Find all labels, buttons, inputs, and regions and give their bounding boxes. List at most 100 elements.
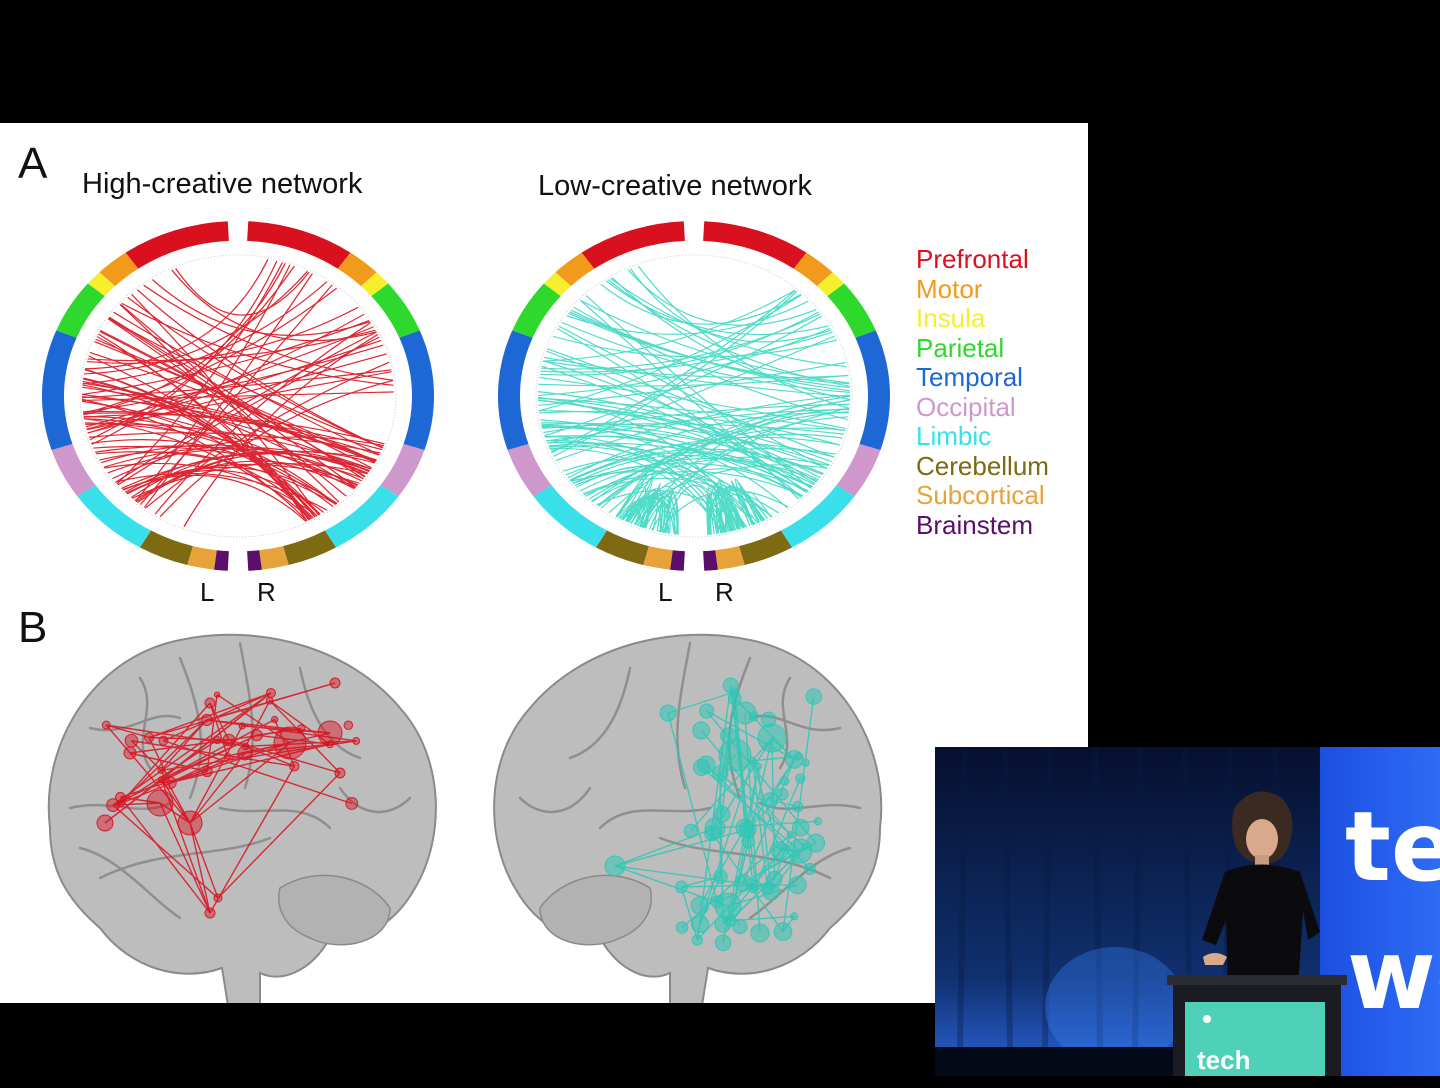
brain-node bbox=[201, 765, 213, 778]
ring-segment bbox=[51, 444, 96, 497]
chord-line bbox=[637, 265, 850, 410]
brain-node bbox=[803, 862, 816, 875]
brain-surface bbox=[493, 633, 883, 1003]
chord-line bbox=[582, 471, 804, 497]
brain-node bbox=[741, 835, 755, 849]
ring-segment bbox=[836, 444, 881, 497]
connection-chords bbox=[81, 259, 394, 527]
sulcus bbox=[778, 676, 792, 770]
ring-segment bbox=[77, 485, 151, 548]
region-ring bbox=[498, 221, 890, 571]
brain-node bbox=[785, 750, 804, 769]
brain-node bbox=[754, 762, 762, 770]
chord-line bbox=[543, 356, 851, 398]
sulcus bbox=[78, 846, 182, 920]
chord-line bbox=[82, 391, 394, 402]
brain-node bbox=[265, 696, 274, 705]
brain-edge bbox=[269, 700, 331, 745]
chord-line bbox=[82, 380, 356, 489]
brain-node bbox=[124, 733, 139, 748]
brain-node bbox=[158, 735, 169, 746]
chord-line bbox=[597, 395, 851, 507]
brain-node bbox=[806, 833, 826, 853]
brain-node bbox=[714, 934, 732, 952]
brain-node bbox=[779, 776, 790, 786]
chord-line bbox=[542, 289, 796, 362]
brain-node bbox=[146, 789, 174, 817]
region-legend: Prefrontal Motor Insula Parietal Tempora… bbox=[916, 244, 1049, 540]
brain-node bbox=[106, 798, 120, 812]
brain-node bbox=[237, 745, 253, 761]
chord-line bbox=[596, 490, 745, 529]
brain-edge bbox=[120, 752, 246, 805]
brain-node bbox=[748, 756, 757, 765]
brain-edge bbox=[120, 719, 208, 804]
chord-line bbox=[119, 304, 308, 522]
ring-segment bbox=[596, 530, 649, 566]
ring-segment bbox=[325, 485, 399, 548]
legend-parietal: Parietal bbox=[916, 332, 1005, 363]
legend-brainstem: Brainstem bbox=[916, 509, 1034, 540]
brain-edge bbox=[163, 692, 272, 742]
brain-node bbox=[761, 882, 774, 895]
brain-node bbox=[766, 870, 783, 887]
chord-line bbox=[93, 445, 357, 488]
brain-edge bbox=[159, 802, 191, 824]
sulcus bbox=[338, 786, 412, 814]
brain-node bbox=[773, 922, 793, 941]
brain-outline bbox=[493, 633, 883, 1003]
ring-segment bbox=[555, 252, 595, 287]
brain-node bbox=[675, 880, 688, 894]
brain-nodes bbox=[604, 677, 826, 952]
sulcus bbox=[568, 666, 632, 760]
chord-line bbox=[82, 410, 380, 456]
cerebellum-shape bbox=[278, 874, 391, 946]
chord-line bbox=[579, 457, 818, 492]
chord-line bbox=[611, 277, 851, 401]
ring-segment bbox=[739, 530, 792, 566]
brain-node bbox=[692, 758, 711, 776]
ring-segment bbox=[214, 550, 229, 571]
chord-line bbox=[175, 268, 310, 316]
brain-node bbox=[712, 869, 728, 884]
ring-segment bbox=[361, 272, 389, 297]
chord-line bbox=[108, 317, 384, 448]
brain-node bbox=[271, 715, 279, 724]
sulcus bbox=[518, 786, 592, 814]
brain-edge bbox=[106, 724, 150, 739]
sulcus bbox=[748, 714, 842, 732]
brain-node bbox=[604, 855, 626, 877]
brain-edge bbox=[614, 865, 756, 886]
brain-edge bbox=[189, 822, 219, 899]
chord-line bbox=[115, 472, 328, 511]
sulcus bbox=[88, 714, 182, 732]
brain-edge bbox=[160, 719, 208, 771]
low-creative-brain bbox=[493, 633, 883, 1003]
chord-line bbox=[85, 423, 372, 470]
brain-node bbox=[143, 732, 155, 743]
brain-node bbox=[722, 677, 739, 694]
speaker-video-inset: tech te we bbox=[935, 747, 1440, 1076]
legend-cerebellum: Cerebellum bbox=[916, 450, 1049, 481]
chord-line bbox=[598, 411, 850, 507]
brain-edge bbox=[706, 710, 795, 761]
brain-edge bbox=[752, 760, 768, 889]
brain-edge bbox=[161, 734, 258, 781]
brain-node bbox=[683, 823, 698, 838]
chord-line bbox=[541, 424, 756, 525]
chord-line bbox=[633, 407, 850, 525]
chord-line bbox=[630, 268, 832, 343]
inner-node-circle bbox=[79, 254, 397, 538]
low-right-label: R bbox=[715, 577, 734, 607]
sulcus bbox=[676, 641, 692, 790]
chord-line bbox=[553, 291, 798, 457]
brain-edge bbox=[244, 743, 330, 754]
chord-line bbox=[126, 466, 338, 504]
brain-edge bbox=[112, 802, 161, 806]
brain-node bbox=[711, 765, 729, 782]
chord-line bbox=[724, 494, 765, 533]
brain-edge bbox=[189, 752, 246, 824]
brain-node bbox=[675, 921, 689, 934]
chord-line bbox=[83, 416, 337, 505]
brain-node bbox=[762, 792, 779, 809]
